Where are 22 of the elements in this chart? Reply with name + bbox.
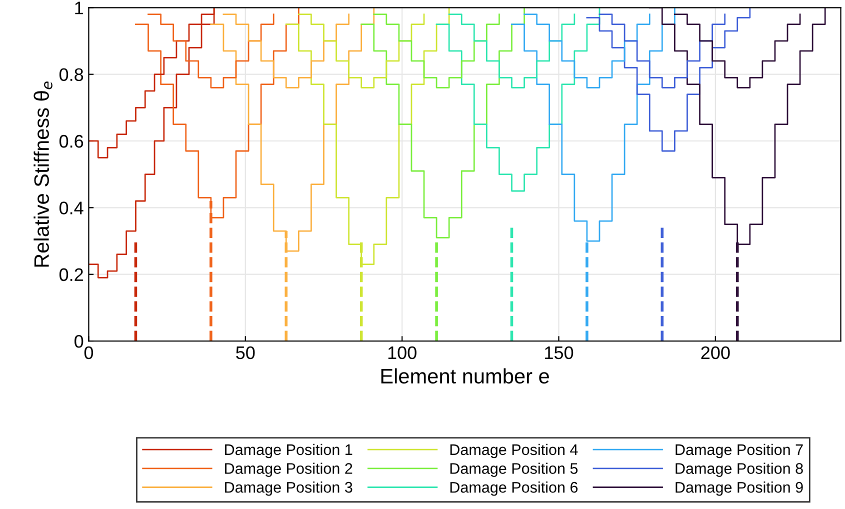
legend-label: Damage Position 9 xyxy=(676,482,803,496)
y-tick-label: 1 xyxy=(75,2,83,14)
legend-label: Damage Position 8 xyxy=(676,462,803,477)
x-axis-title: Element number e xyxy=(381,368,549,384)
y-tick-label: 0.4 xyxy=(59,202,84,214)
legend-label: Damage Position 4 xyxy=(450,444,578,458)
x-tick-label: 50 xyxy=(236,346,255,360)
legend-label: Damage Position 1 xyxy=(225,444,352,458)
y-tick-label: 0.8 xyxy=(59,68,84,82)
y-tick-label: 0.6 xyxy=(59,134,84,148)
legend-label: Damage Position 7 xyxy=(676,444,803,458)
legend-label: Damage Position 5 xyxy=(450,462,578,477)
legend-label: Damage Position 3 xyxy=(225,482,352,496)
legend-label: Damage Position 6 xyxy=(450,482,578,496)
y-axis-title: Relative Stiffness θ$_{e}$ xyxy=(34,82,52,267)
legend-label: Damage Position 2 xyxy=(225,462,352,477)
y-tick-label: 0 xyxy=(74,334,84,348)
y-tick-label: 0.2 xyxy=(59,268,83,282)
x-tick-label: 200 xyxy=(701,346,730,360)
x-tick-label: 0 xyxy=(84,346,94,360)
x-tick-label: 100 xyxy=(388,346,416,360)
x-tick-label: 150 xyxy=(545,346,574,360)
